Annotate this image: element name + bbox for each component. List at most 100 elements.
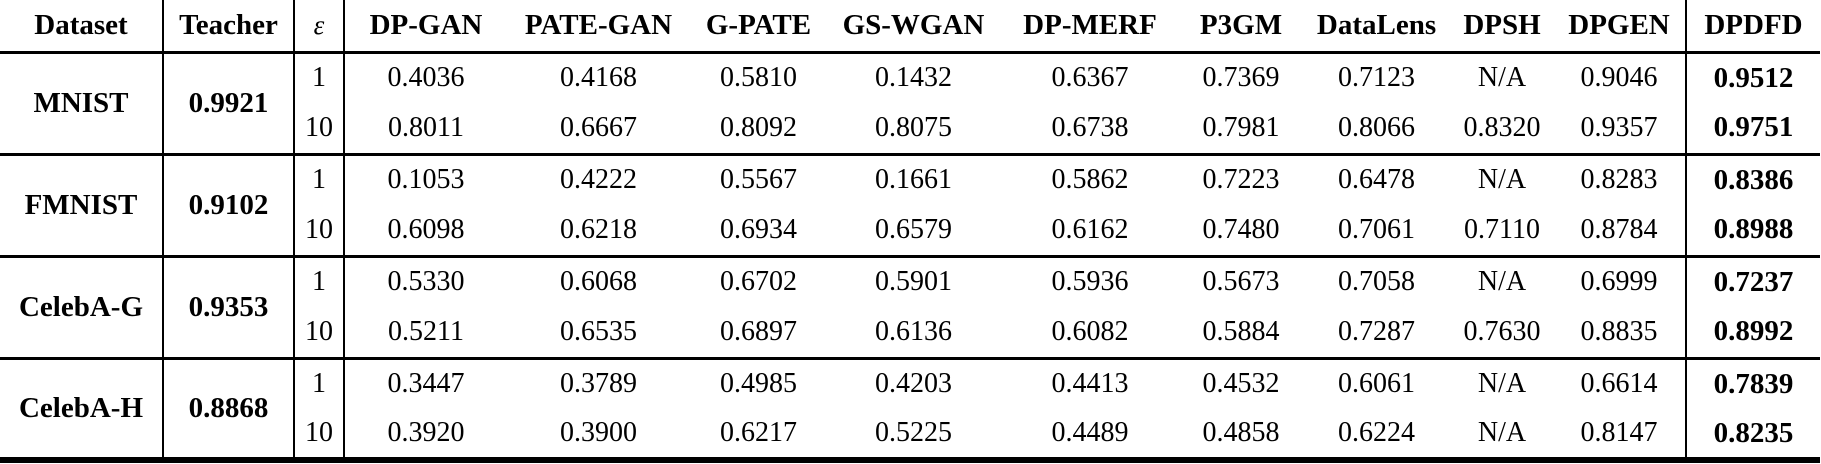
value-cell: 0.8066 [1338, 111, 1415, 143]
epsilon-cell: 10 [294, 307, 345, 358]
dataset-cell: MNIST [0, 52, 164, 154]
value-cell: 0.7287 [1338, 315, 1415, 347]
value-cell: 0.8147 [1580, 417, 1658, 448]
header-gs-wgan: GS-WGAN [842, 8, 985, 41]
teacher-cell: 0.9353 [163, 256, 295, 358]
value-cell: 0.6218 [560, 213, 637, 245]
value-cell: 0.5884 [1202, 315, 1280, 347]
value-cell: 0.8784 [1580, 213, 1658, 245]
value-cell: 0.8835 [1580, 315, 1658, 347]
value-cell: 0.6999 [1580, 266, 1658, 298]
value-cell: 0.6478 [1338, 164, 1415, 196]
value-cell: 0.4203 [875, 368, 952, 400]
value-cell: 0.6702 [720, 266, 797, 298]
table-row: MNIST 0.9921 1 0.4036 0.4168 0.5810 0.14… [0, 52, 1820, 154]
value-cell: 0.7630 [1463, 315, 1541, 347]
dpdfd-value-cell: 0.7839 [1685, 358, 1820, 409]
value-cell: 0.8075 [875, 111, 952, 143]
value-cell: 0.7223 [1202, 164, 1280, 196]
value-cell: 0.6061 [1338, 368, 1415, 400]
value-cell: N/A [1477, 368, 1527, 400]
table-row: 10 0.3920 0.3900 0.6217 0.5225 0.4489 0.… [0, 409, 1820, 460]
value-cell: 0.7981 [1202, 111, 1280, 143]
epsilon-cell: 10 [294, 205, 345, 256]
dpdfd-value-cell: 0.8386 [1685, 154, 1820, 205]
value-cell: 0.1432 [875, 62, 952, 94]
value-cell: 0.7061 [1338, 213, 1415, 245]
header-pate-gan: PATE-GAN [524, 8, 673, 41]
epsilon-cell: 10 [294, 103, 345, 154]
value-cell: 0.4222 [560, 164, 637, 196]
value-cell: 0.6579 [875, 213, 952, 245]
value-cell: 0.6535 [560, 315, 637, 347]
dpdfd-value-cell: 0.7237 [1685, 256, 1820, 307]
value-cell: 0.9046 [1580, 62, 1658, 94]
header-p3gm: P3GM [1199, 8, 1283, 41]
value-cell: 0.5810 [720, 62, 797, 94]
header-dpsh: DPSH [1463, 8, 1541, 41]
value-cell: 0.4413 [1051, 368, 1129, 400]
table-row: 10 0.8011 0.6667 0.8092 0.8075 0.6738 0.… [0, 103, 1820, 154]
value-cell: 0.6162 [1051, 213, 1129, 245]
dpdfd-value-cell: 0.8992 [1685, 307, 1820, 358]
value-cell: 0.6367 [1051, 62, 1129, 94]
value-cell: 0.7110 [1464, 213, 1540, 245]
value-cell: 0.5862 [1051, 164, 1129, 196]
epsilon-cell: 1 [294, 358, 345, 409]
value-cell: 0.6068 [560, 266, 637, 298]
epsilon-cell: 10 [294, 409, 345, 460]
epsilon-cell: 1 [294, 154, 345, 205]
value-cell: 0.6738 [1051, 111, 1129, 143]
dpdfd-value-cell: 0.8235 [1685, 409, 1820, 460]
dpdfd-value-cell: 0.9751 [1685, 103, 1820, 154]
value-cell: 0.6614 [1580, 368, 1658, 400]
header-epsilon: ε [294, 0, 345, 52]
header-dp-gan: DP-GAN [369, 8, 483, 41]
table-row: CelebA-H 0.8868 1 0.3447 0.3789 0.4985 0… [0, 358, 1820, 460]
teacher-cell: 0.8868 [163, 358, 295, 460]
value-cell: 0.6136 [875, 315, 952, 347]
header-dataset: Dataset [0, 0, 164, 52]
value-cell: 0.4036 [387, 62, 465, 94]
value-cell: N/A [1477, 417, 1527, 448]
epsilon-cell: 1 [294, 256, 345, 307]
value-cell: 0.6667 [560, 111, 637, 143]
dpdfd-value-cell: 0.9512 [1685, 52, 1820, 103]
header-dpdfd: DPDFD [1685, 0, 1820, 52]
value-cell: 0.7123 [1338, 62, 1415, 94]
value-cell: 0.6082 [1051, 315, 1129, 347]
value-cell: 0.5936 [1051, 266, 1129, 298]
value-cell: 0.4532 [1202, 368, 1280, 400]
dpdfd-value-cell: 0.8988 [1685, 205, 1820, 256]
value-cell: 0.5211 [388, 315, 464, 347]
value-cell: 0.8092 [720, 111, 797, 143]
value-cell: 0.6098 [387, 213, 465, 245]
value-cell: 0.4489 [1051, 417, 1129, 448]
dataset-cell: FMNIST [0, 154, 164, 256]
table-row: CelebA-G 0.9353 1 0.5330 0.6068 0.6702 0… [0, 256, 1820, 358]
dataset-cell: CelebA-H [0, 358, 164, 460]
value-cell: 0.4858 [1202, 417, 1280, 448]
value-cell: 0.6224 [1338, 417, 1415, 448]
value-cell: 0.3920 [387, 417, 465, 448]
epsilon-cell: 1 [294, 52, 345, 103]
value-cell: 0.5673 [1202, 266, 1280, 298]
table-row: 10 0.5211 0.6535 0.6897 0.6136 0.6082 0.… [0, 307, 1820, 358]
value-cell: 0.8320 [1463, 111, 1541, 143]
teacher-cell: 0.9921 [163, 52, 295, 154]
header-g-pate: G-PATE [705, 8, 812, 41]
value-cell: 0.5225 [875, 417, 952, 448]
value-cell: 0.4985 [720, 368, 797, 400]
value-cell: 0.4168 [560, 62, 637, 94]
dataset-cell: CelebA-G [0, 256, 164, 358]
table-row: FMNIST 0.9102 1 0.1053 0.4222 0.5567 0.1… [0, 154, 1820, 256]
value-cell: 0.7058 [1338, 266, 1415, 298]
value-cell: 0.7369 [1202, 62, 1280, 94]
value-cell: 0.3447 [387, 368, 465, 400]
value-cell: N/A [1477, 266, 1527, 298]
value-cell: 0.1053 [387, 164, 465, 196]
value-cell: 0.8011 [388, 111, 464, 143]
teacher-cell: 0.9102 [163, 154, 295, 256]
table-row: 10 0.6098 0.6218 0.6934 0.6579 0.6162 0.… [0, 205, 1820, 256]
